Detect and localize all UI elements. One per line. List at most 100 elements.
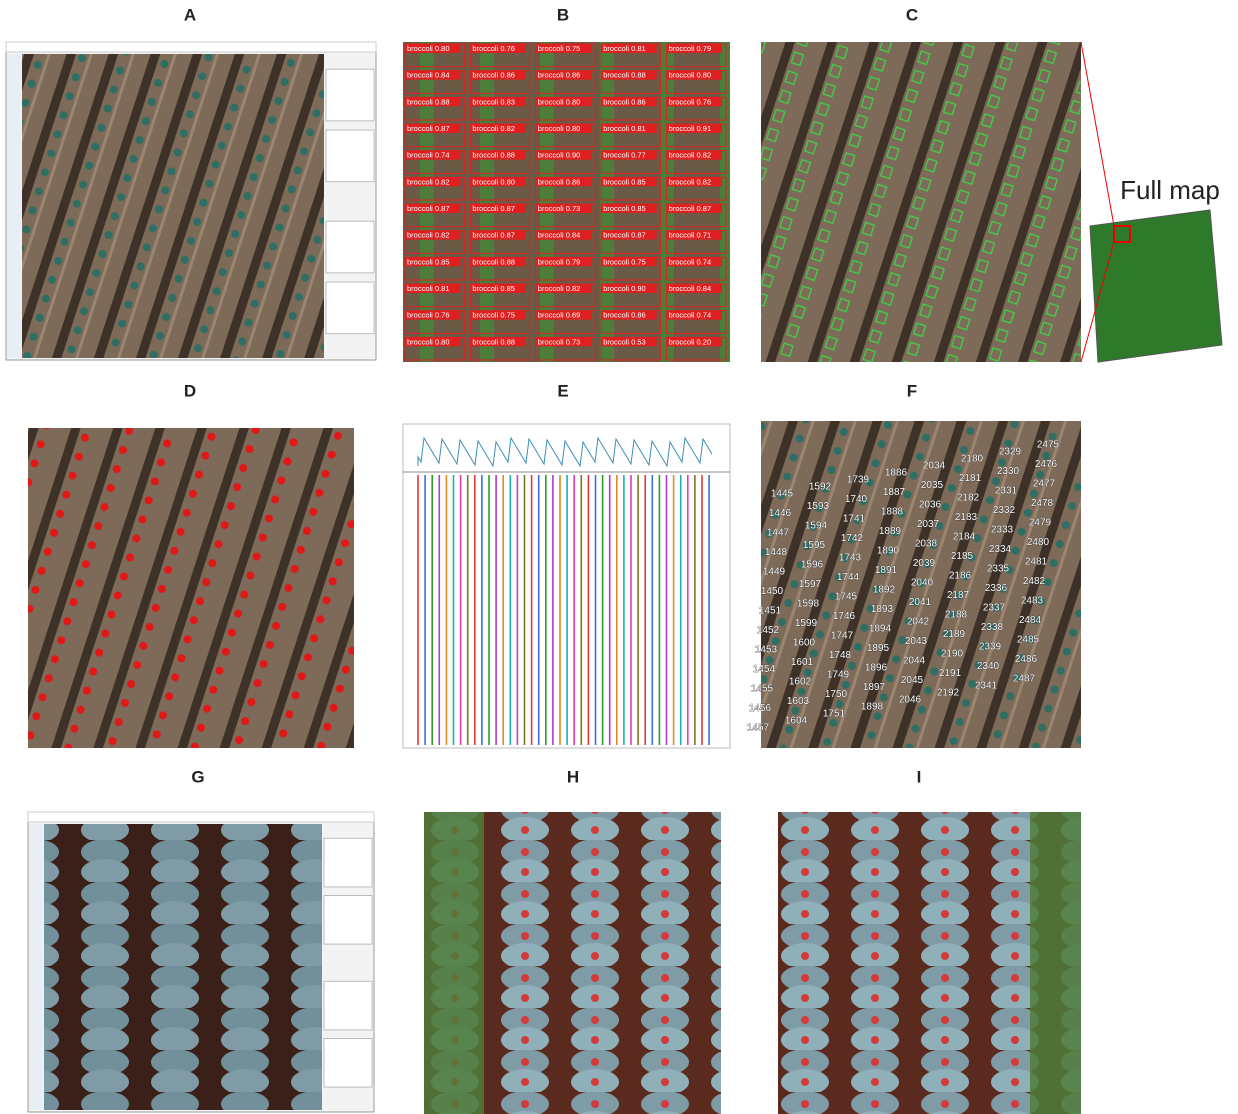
plant-id: 2182 [957,493,980,504]
detection-label: broccoli 0.88 [472,337,515,346]
panel-label: G [191,767,204,786]
detection-label: broccoli 0.84 [669,284,712,293]
plant-id: 1451 [759,606,782,617]
detection-label: broccoli 0.71 [669,231,712,240]
detection-label: broccoli 0.80 [472,177,515,186]
plant-id: 1457 [747,723,770,734]
plant-id: 1745 [835,592,858,603]
plant-id: 1889 [879,526,902,537]
panel-label: F [907,381,917,400]
detection-label: broccoli 0.81 [603,44,646,53]
title-bar [6,42,376,52]
detection-label: broccoli 0.87 [472,204,515,213]
plant-id: 2334 [989,544,1012,555]
detection-label: broccoli 0.74 [407,151,450,160]
plant-id: 2331 [995,486,1018,497]
plant-id: 2191 [939,668,962,679]
plant-id: 2043 [905,636,928,647]
zoom-line [1081,42,1114,226]
plant-id: 2040 [911,578,934,589]
plant-id: 1748 [829,650,852,661]
detection-label: broccoli 0.80 [407,337,450,346]
plant-id: 1898 [861,702,884,713]
detection-label: broccoli 0.86 [538,177,581,186]
detection-label: broccoli 0.90 [603,284,646,293]
plant-id: 2192 [937,688,960,699]
plant-id: 2046 [899,695,922,706]
plant-id: 1603 [787,696,810,707]
plant-id: 1448 [765,547,788,558]
plant-id: 2041 [909,597,932,608]
detection-label: broccoli 0.85 [603,177,646,186]
detection-label: broccoli 0.80 [538,124,581,133]
detection-label: broccoli 0.69 [538,311,581,320]
plant-id: 1455 [751,684,774,695]
detection-label: broccoli 0.85 [603,204,646,213]
plant-id: 2480 [1027,537,1050,548]
plant-id: 1454 [753,664,776,675]
detection-label: broccoli 0.88 [603,71,646,80]
plant-id: 1598 [797,599,820,610]
plant-id: 2189 [943,629,966,640]
panel-label: C [906,5,918,24]
detection-label: broccoli 0.80 [407,44,450,53]
plant-id: 2184 [953,532,976,543]
plant-id: 1741 [843,514,866,525]
plant-id: 1893 [871,604,894,615]
plant-id: 2185 [951,551,974,562]
plant-id: 1895 [867,643,890,654]
detection-label: broccoli 0.85 [407,257,450,266]
plant-id: 1453 [755,645,778,656]
detection-label: broccoli 0.81 [407,284,450,293]
title-bar [28,812,374,822]
detection-label: broccoli 0.81 [603,124,646,133]
plant-id: 2483 [1021,596,1044,607]
detection-label: broccoli 0.82 [472,124,515,133]
plant-id: 2338 [981,622,1004,633]
plant-id: 2478 [1031,498,1054,509]
detection-label: broccoli 0.90 [538,151,581,160]
detection-label: broccoli 0.87 [603,231,646,240]
detection-label: broccoli 0.53 [603,337,646,346]
plant-id: 2336 [985,583,1008,594]
side-panel [326,130,374,182]
image [22,54,324,358]
plant-id: 2333 [991,525,1014,536]
plant-id: 2190 [941,649,964,660]
detection-label: broccoli 0.83 [472,97,515,106]
plant-id: 2477 [1033,479,1056,490]
plant-id: 2035 [921,480,944,491]
plant-id: 1601 [791,657,814,668]
plant-id: 2039 [913,558,936,569]
plant-id: 1890 [877,546,900,557]
detection-label: broccoli 0.87 [669,204,712,213]
full-map [1090,210,1222,362]
detection-label: broccoli 0.86 [603,97,646,106]
plant-id: 1749 [827,670,850,681]
detection-label: broccoli 0.73 [538,204,581,213]
panel-label: B [557,5,569,24]
plant-id: 1449 [763,567,786,578]
plant-id: 2036 [919,500,942,511]
plant-id: 2482 [1023,576,1046,587]
detection-label: broccoli 0.80 [669,71,712,80]
detection-label: broccoli 0.76 [407,311,450,320]
detection-label: broccoli 0.87 [407,124,450,133]
plant-id: 1887 [883,487,906,498]
plant-id: 1597 [799,579,822,590]
plant-id: 2484 [1019,615,1042,626]
detection-label: broccoli 0.87 [472,231,515,240]
plant-id: 1604 [785,716,808,727]
image [44,824,322,1110]
plant-id: 2485 [1017,635,1040,646]
plant-id: 2481 [1025,557,1048,568]
detection-label: broccoli 0.88 [472,151,515,160]
plant-id: 2037 [917,519,940,530]
plant-id: 1744 [837,572,860,583]
detection-label: broccoli 0.73 [538,337,581,346]
figure: ABCDEFGHIbroccoli 0.80broccoli 0.76brocc… [0,0,1238,1114]
plant-id: 1600 [793,638,816,649]
side-panel [324,838,372,887]
panel-label: E [557,381,568,400]
plant-id: 2038 [915,539,938,550]
